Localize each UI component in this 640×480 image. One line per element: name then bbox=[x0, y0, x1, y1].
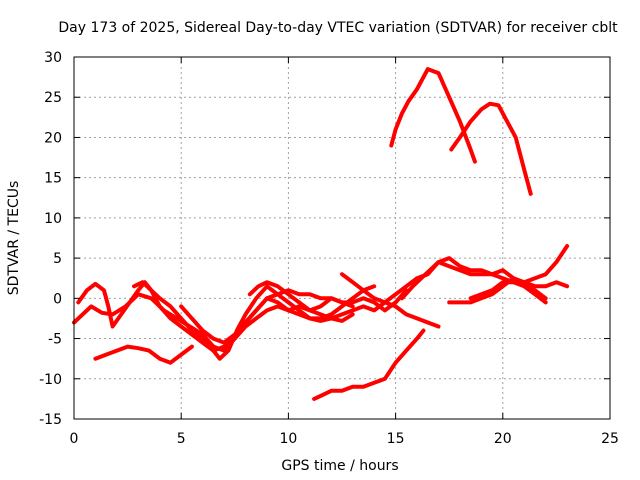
y-tick-label: 0 bbox=[53, 291, 62, 307]
series-arc-6 bbox=[247, 256, 548, 321]
y-tick-label: 30 bbox=[44, 50, 62, 66]
y-axis-label: SDTVAR / TECUs bbox=[6, 181, 22, 296]
series-arc-8 bbox=[340, 272, 441, 329]
data-series bbox=[72, 67, 570, 401]
series-arc-12 bbox=[389, 67, 477, 164]
series-arc-2 bbox=[76, 280, 355, 353]
y-tick-label: -10 bbox=[39, 372, 62, 388]
x-tick-label: 10 bbox=[279, 431, 297, 447]
y-tick-label: 5 bbox=[53, 251, 62, 267]
y-tick-label: -5 bbox=[48, 332, 62, 348]
series-arc-11 bbox=[468, 280, 570, 301]
series-arc-13 bbox=[449, 101, 533, 196]
y-tick-label: 20 bbox=[44, 130, 62, 146]
y-tick-label: -15 bbox=[39, 412, 62, 428]
y-tick-label: 15 bbox=[44, 171, 62, 187]
y-tick-label: 25 bbox=[44, 90, 62, 106]
x-tick-label: 20 bbox=[494, 431, 512, 447]
x-tick-labels: 0 5 10 15 20 25 bbox=[70, 431, 619, 447]
series-arc-7 bbox=[312, 328, 426, 401]
tick-marks bbox=[73, 56, 611, 420]
x-tick-label: 15 bbox=[387, 431, 405, 447]
x-axis-label: GPS time / hours bbox=[281, 458, 398, 474]
series-arc-4 bbox=[132, 280, 355, 361]
series-arc-3 bbox=[93, 344, 194, 365]
x-tick-label: 5 bbox=[177, 431, 186, 447]
x-tick-label: 0 bbox=[70, 431, 79, 447]
series-arc-5 bbox=[179, 288, 409, 345]
plot-frame bbox=[73, 56, 611, 420]
y-tick-label: 10 bbox=[44, 211, 62, 227]
y-tick-labels: -15 -10 -5 0 5 10 15 20 25 30 bbox=[39, 50, 62, 428]
x-tick-label: 25 bbox=[601, 431, 619, 447]
chart-title: Day 173 of 2025, Sidereal Day-to-day VTE… bbox=[58, 20, 618, 36]
grid-lines bbox=[74, 57, 610, 419]
